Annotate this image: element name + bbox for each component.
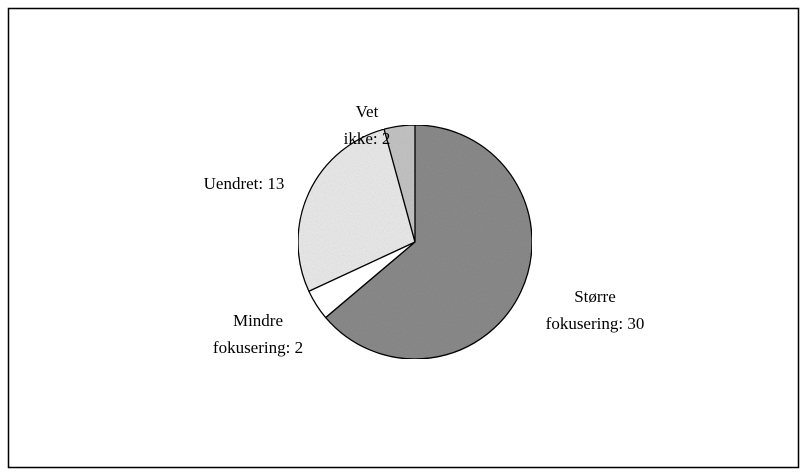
label-line: Større — [574, 287, 616, 306]
label-line: Vet — [356, 102, 379, 121]
label-line: Mindre — [233, 311, 283, 330]
label-line: fokusering: 2 — [213, 338, 303, 357]
label-line: fokusering: 30 — [546, 314, 645, 333]
slice-label: Uendret: 13 — [204, 174, 285, 193]
slice-label: Vet ikke: 2 — [344, 102, 391, 148]
slice-label: Større fokusering: 30 — [546, 287, 645, 333]
pie-slice — [297, 128, 416, 293]
slice-label: Mindre fokusering: 2 — [213, 311, 303, 357]
pie-slice — [383, 124, 416, 243]
label-line: ikke: 2 — [344, 129, 391, 148]
pie-slice — [324, 124, 533, 360]
